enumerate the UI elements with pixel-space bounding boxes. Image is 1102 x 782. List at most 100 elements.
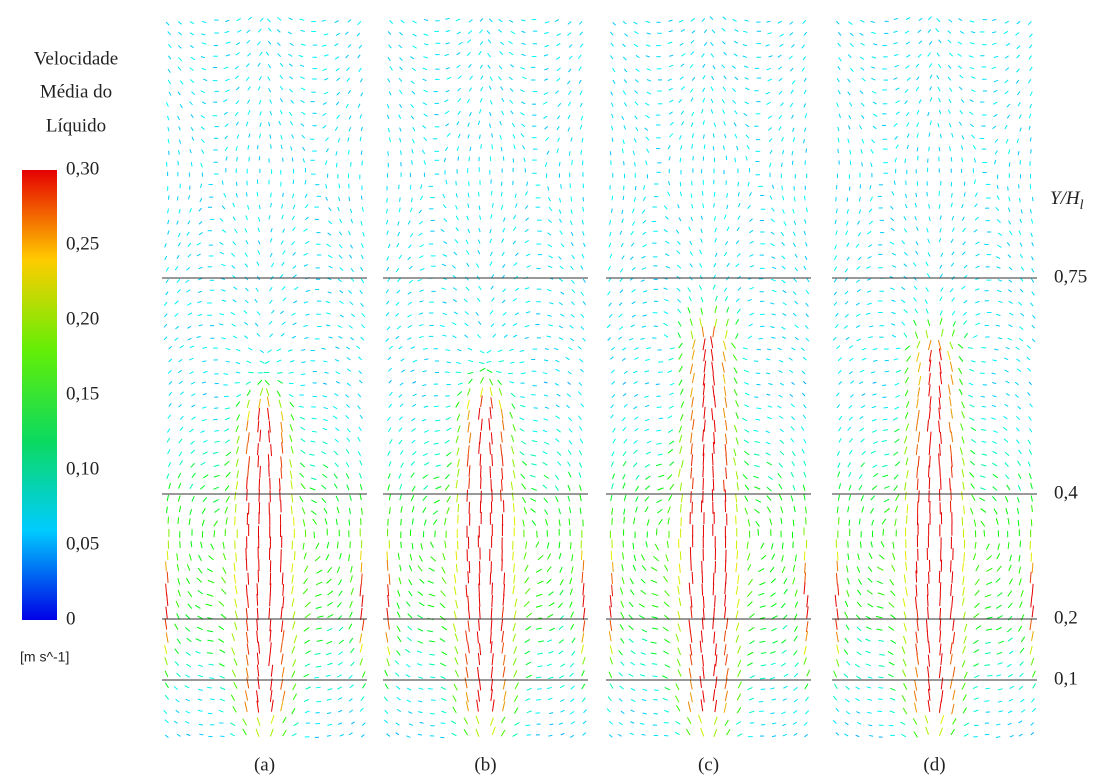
vector <box>303 699 310 702</box>
vector <box>389 66 393 71</box>
vector <box>478 205 481 210</box>
vector <box>582 196 585 202</box>
vector <box>547 232 552 236</box>
vector <box>235 121 239 126</box>
vector <box>1017 91 1021 96</box>
vector <box>870 507 875 514</box>
vector <box>514 722 520 726</box>
vector <box>513 262 518 267</box>
vector <box>895 347 901 350</box>
vector <box>868 552 873 559</box>
vector <box>1015 32 1020 36</box>
vector <box>793 698 798 703</box>
vector <box>531 440 538 443</box>
vector <box>619 277 624 282</box>
vector <box>640 674 646 677</box>
vector <box>877 592 885 596</box>
vector <box>940 690 944 703</box>
vector <box>347 137 350 142</box>
vector <box>489 442 491 455</box>
vector <box>247 466 250 478</box>
vector <box>178 31 183 36</box>
vector <box>350 647 355 654</box>
vector <box>836 451 841 457</box>
vector <box>556 428 561 433</box>
vector <box>526 181 529 186</box>
vector <box>837 148 839 154</box>
vector <box>678 217 682 222</box>
vector <box>491 133 493 138</box>
vector <box>525 674 532 679</box>
vector <box>924 715 929 724</box>
vector <box>582 720 587 725</box>
vector <box>844 637 849 644</box>
vector <box>1018 720 1023 724</box>
vector <box>963 552 965 562</box>
vector <box>1031 583 1034 596</box>
vector <box>935 28 940 33</box>
vector <box>338 590 343 597</box>
vector <box>434 453 441 456</box>
vector <box>742 44 748 47</box>
vector <box>867 676 873 679</box>
vector <box>423 440 430 445</box>
vector <box>794 336 799 341</box>
vector <box>520 19 526 22</box>
vector <box>219 675 225 679</box>
vector <box>445 395 450 397</box>
vector <box>997 543 1000 551</box>
vector <box>836 404 841 409</box>
vector <box>259 387 264 396</box>
vector <box>268 121 271 127</box>
vector <box>803 645 807 655</box>
vector <box>234 491 237 501</box>
vector <box>760 664 767 667</box>
vector <box>780 231 785 237</box>
vector <box>360 278 365 284</box>
vector <box>446 427 452 432</box>
vector <box>1017 102 1021 107</box>
vector <box>611 380 615 385</box>
vector <box>248 347 253 351</box>
vector <box>608 734 613 738</box>
vector <box>257 408 261 421</box>
vector <box>388 91 392 96</box>
vector <box>212 451 219 454</box>
vector <box>722 86 727 92</box>
vector <box>755 499 762 503</box>
vector <box>714 318 718 328</box>
vector <box>849 43 854 48</box>
vector <box>523 157 526 163</box>
vector <box>478 606 481 619</box>
vector <box>711 76 715 81</box>
vector <box>428 688 433 690</box>
vector <box>609 253 613 259</box>
vector <box>349 541 351 549</box>
vector <box>337 722 343 725</box>
vector <box>548 650 554 654</box>
vector <box>259 51 263 56</box>
vector <box>856 589 862 596</box>
vector <box>278 478 281 491</box>
vector <box>640 279 645 282</box>
vector <box>256 618 259 631</box>
vector <box>327 590 334 596</box>
vector <box>667 415 673 419</box>
vector <box>632 462 638 468</box>
vector <box>357 21 362 26</box>
vector <box>457 87 462 92</box>
vector <box>767 32 772 35</box>
vector <box>257 28 262 33</box>
vector <box>567 449 572 455</box>
panel-label: (a) <box>254 754 275 775</box>
vector <box>630 709 635 713</box>
vector <box>805 506 807 514</box>
vector <box>612 21 616 26</box>
vector <box>512 240 517 245</box>
vector <box>680 401 685 408</box>
vector <box>305 686 312 690</box>
vector <box>524 336 529 339</box>
vector <box>737 287 742 291</box>
vector <box>536 627 543 630</box>
vector <box>861 506 865 513</box>
